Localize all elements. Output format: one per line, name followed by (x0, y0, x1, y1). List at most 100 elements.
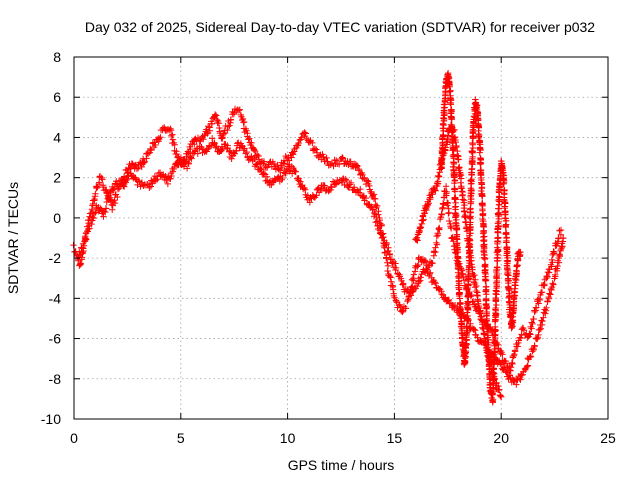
data-point (409, 275, 417, 282)
data-point (171, 141, 178, 148)
data-point (364, 177, 371, 184)
data-point (479, 321, 486, 328)
data-point (505, 284, 512, 292)
data-point (170, 165, 178, 173)
data-point (211, 111, 219, 118)
data-point (173, 150, 180, 158)
data-point (433, 232, 440, 240)
data-point (231, 150, 239, 157)
data-point (545, 295, 553, 302)
data-point (557, 245, 565, 253)
data-point (448, 116, 455, 123)
data-point (436, 224, 443, 232)
data-point (427, 194, 434, 201)
data-point (88, 220, 95, 228)
data-point (443, 192, 450, 199)
data-point (541, 276, 549, 283)
data-point (90, 210, 98, 217)
data-point (143, 155, 150, 162)
data-point (427, 269, 434, 276)
data-point (453, 142, 460, 150)
data-point (375, 222, 383, 229)
data-point (486, 358, 494, 365)
data-point (206, 124, 213, 131)
data-point (233, 147, 240, 155)
data-point (92, 190, 99, 197)
data-point (493, 379, 500, 386)
y-tick-label: 4 (53, 129, 61, 145)
data-point (417, 224, 425, 231)
data-point (482, 277, 489, 285)
data-point (495, 196, 502, 204)
data-point (124, 175, 131, 183)
data-point (526, 330, 533, 337)
data-point (95, 179, 103, 186)
data-point (446, 88, 454, 95)
data-point (504, 276, 512, 284)
data-point (459, 196, 466, 203)
data-point (338, 155, 345, 163)
data-point (245, 136, 252, 143)
data-point (227, 116, 235, 124)
data-point (429, 260, 436, 267)
data-point (354, 163, 361, 170)
data-point (452, 136, 459, 144)
data-point (260, 170, 268, 177)
data-point (550, 248, 558, 256)
data-point (540, 314, 547, 321)
y-tick-label: -6 (49, 331, 62, 347)
data-point (451, 176, 459, 184)
data-point (104, 195, 111, 202)
data-point (289, 151, 297, 158)
data-point (463, 323, 470, 330)
data-point (415, 261, 422, 269)
data-point (464, 292, 472, 300)
data-point (548, 286, 555, 294)
data-point (146, 184, 153, 191)
data-point (169, 131, 176, 138)
series-track-d (412, 121, 505, 401)
data-point (219, 134, 226, 141)
data-point (438, 211, 445, 218)
data-point (250, 146, 258, 154)
data-point (355, 189, 363, 196)
data-point (549, 280, 556, 287)
data-point (144, 180, 151, 188)
data-point (549, 259, 556, 266)
data-point (226, 153, 234, 161)
data-point (303, 135, 310, 143)
data-point (121, 180, 128, 188)
data-point (556, 253, 563, 260)
data-point (373, 202, 381, 210)
data-point (449, 234, 456, 241)
data-point (532, 307, 539, 314)
data-point (404, 297, 411, 305)
data-point (489, 365, 496, 372)
data-point (414, 263, 421, 270)
data-point (235, 107, 243, 114)
data-point (258, 166, 265, 174)
data-point (200, 136, 207, 143)
data-point (482, 276, 490, 284)
data-point (481, 254, 488, 262)
data-point (236, 106, 244, 113)
data-point (147, 183, 155, 190)
data-point (445, 210, 452, 217)
data-point (383, 255, 390, 262)
data-point (371, 209, 378, 217)
data-point (90, 214, 97, 222)
y-tick-label: -4 (49, 290, 62, 306)
data-point (254, 151, 261, 159)
data-point (557, 226, 565, 234)
data-point (475, 127, 482, 135)
data-point (194, 150, 201, 157)
data-point (169, 168, 177, 175)
data-point (432, 280, 439, 287)
data-point (371, 210, 379, 218)
y-tick-label: 8 (53, 49, 61, 65)
data-point (465, 301, 472, 308)
data-point (492, 304, 499, 312)
data-point (141, 158, 149, 165)
data-point (414, 282, 421, 290)
